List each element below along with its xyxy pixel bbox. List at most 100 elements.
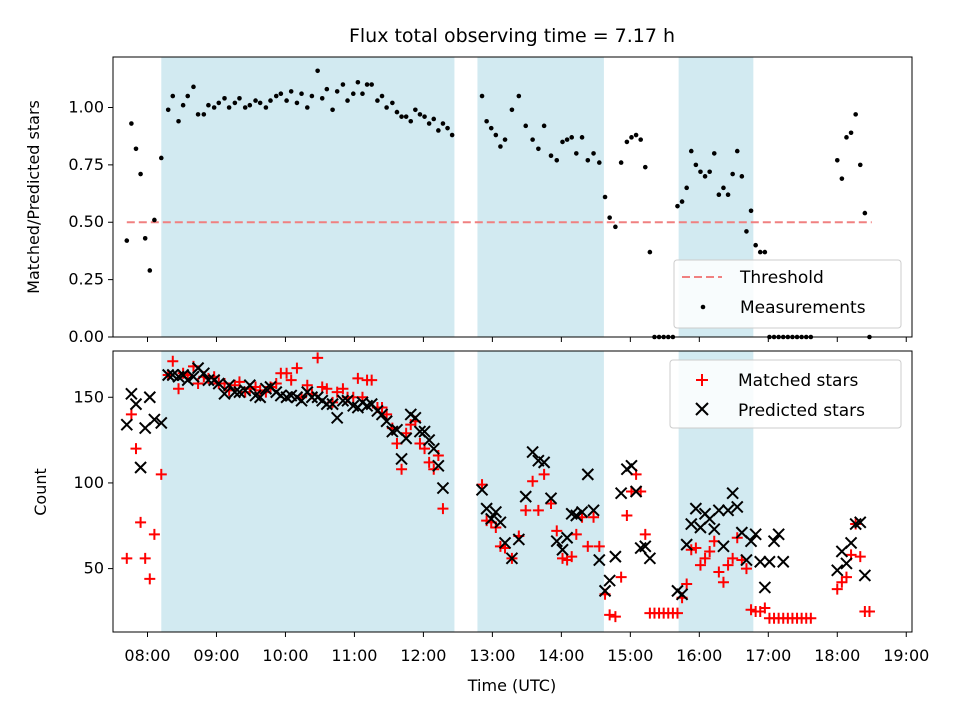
measurement-point: [379, 93, 385, 99]
predicted-star-point: [375, 408, 389, 421]
matched-star-point: [532, 504, 544, 516]
predicted-star-point: [560, 531, 574, 544]
measurement-point: [579, 135, 585, 140]
predicted-star-point: [625, 459, 638, 473]
predicted-star-point: [749, 528, 762, 541]
bottom-x-ticks: 08:00 09:00 10:00 11:00 12:00 13:00 14:00 15:00…: [124, 632, 929, 665]
predicted-star-point: [717, 540, 730, 553]
predicted-star-point: [550, 534, 563, 548]
matched-star-point: [173, 383, 185, 395]
top-legend: Threshold Measurements: [673, 259, 902, 329]
predicted-star-point: [505, 552, 519, 565]
predicted-star-point: [399, 432, 413, 445]
matched-star-point: [139, 552, 151, 564]
y-tick-label: 0.50: [68, 212, 104, 231]
measurement-point: [753, 242, 758, 248]
y-tick-label: 1.00: [68, 97, 104, 116]
measurement-point: [536, 146, 541, 152]
count-panel: 50 100 150 08:00 09:00 10:00 11:00 12:00 13:00 1…: [31, 350, 929, 695]
predicted-star-point: [712, 504, 726, 517]
measurement-point: [253, 98, 258, 103]
measurement-point: [334, 89, 340, 94]
measurement-point: [574, 151, 579, 156]
predicted-star-point: [767, 534, 781, 548]
measurement-point: [757, 249, 763, 255]
measurement-point: [440, 121, 446, 126]
matched-star-point: [854, 551, 866, 563]
measurement-point: [839, 176, 845, 181]
measurement-point: [834, 157, 840, 163]
matched-star-point: [285, 374, 297, 386]
predicted-star-point: [758, 581, 772, 594]
predicted-star-point: [155, 416, 168, 430]
predicted-star-point: [181, 373, 194, 387]
measurement-point: [319, 96, 325, 101]
measurement-point: [493, 132, 499, 138]
matched-star-point: [639, 528, 651, 540]
predicted-star-point: [537, 456, 551, 469]
predicted-star-point: [125, 387, 138, 401]
measurement-point: [509, 107, 515, 113]
measurement-point: [350, 91, 356, 97]
measurement-point: [638, 137, 643, 142]
measurement-point: [165, 107, 171, 113]
y-tick-label: 50: [84, 559, 104, 578]
matched-star-point: [423, 456, 435, 468]
measurement-point: [516, 93, 522, 99]
matched-star-point: [727, 552, 739, 564]
measurement-point: [523, 123, 529, 129]
measurement-point: [693, 162, 699, 168]
predicted-star-point: [253, 391, 267, 404]
chart-title: Flux total observing time = 7.17 h: [349, 25, 675, 47]
measurement-point: [548, 153, 554, 158]
measurement-point: [147, 268, 153, 273]
legend-predicted-swatch: [695, 402, 709, 416]
measurement-point: [684, 185, 689, 191]
x-tick-label: 12:00: [400, 646, 446, 665]
matched-star-point: [681, 578, 693, 590]
matched-star-point: [527, 475, 539, 487]
measurement-point: [862, 210, 868, 216]
measurement-point: [394, 109, 400, 115]
measurement-point: [554, 157, 560, 163]
matched-star-point: [538, 468, 550, 480]
bottom-y-ticks: 50 100 150: [73, 387, 113, 578]
bottom-legend: Matched stars Predicted stars: [669, 359, 902, 429]
measurement-point: [613, 224, 618, 230]
measurement-point: [642, 164, 648, 170]
predicted-star-point: [614, 487, 628, 500]
measurement-point: [564, 137, 570, 142]
predicted-star-point: [143, 391, 156, 404]
predicted-star-point: [326, 397, 339, 411]
measurement-point: [560, 139, 565, 145]
predicted-star-point: [129, 397, 143, 411]
measurement-point: [158, 155, 164, 161]
predicted-star-point: [494, 516, 507, 529]
measurement-point: [607, 215, 612, 220]
matched-star-point: [352, 372, 364, 384]
measurement-point: [170, 93, 176, 99]
predicted-star-point: [675, 588, 689, 601]
measurement-point: [133, 146, 139, 152]
measurement-point: [273, 93, 279, 99]
observing-interval: [161, 351, 455, 632]
predicted-star-point: [243, 379, 257, 392]
measurement-point: [330, 107, 335, 113]
matched-star-point: [831, 583, 843, 595]
matched-star-point: [722, 559, 734, 571]
predicted-star-point: [161, 368, 175, 382]
measurement-point: [324, 86, 330, 92]
measurement-point: [191, 84, 196, 90]
measurement-point: [707, 169, 712, 175]
predicted-star-point: [777, 555, 790, 568]
measurement-point: [294, 100, 300, 106]
predicted-star-point: [202, 373, 215, 387]
measurement-point: [299, 91, 304, 97]
x-tick-label: 09:00: [193, 646, 239, 665]
measurement-point: [176, 118, 181, 124]
predicted-star-point: [708, 522, 721, 536]
measurement-point: [413, 107, 418, 113]
measurement-point: [688, 148, 694, 154]
top-axes-frame: [112, 56, 913, 338]
matched-star-point: [699, 552, 711, 564]
